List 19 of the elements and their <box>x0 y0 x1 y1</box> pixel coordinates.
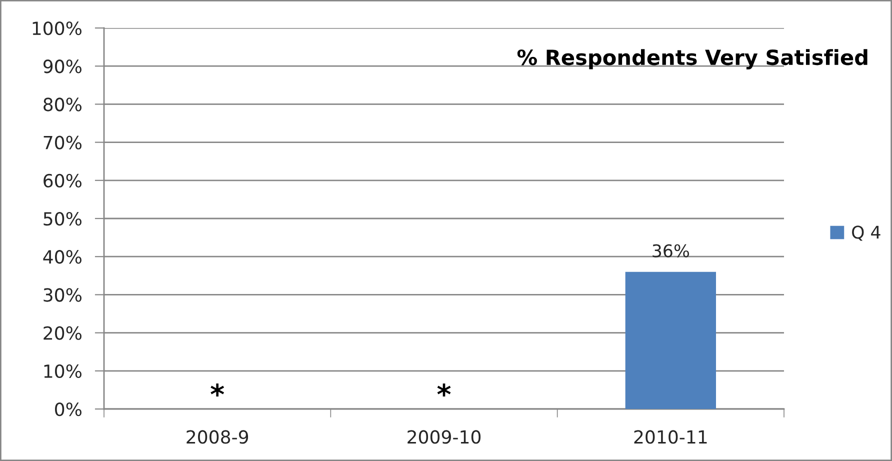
data-label: 36% <box>652 244 689 258</box>
text: % Respondents Very Satisfied <box>517 49 868 70</box>
legend-label: Q 4 <box>852 226 880 241</box>
x-tick-label: 2009-10 <box>408 430 481 444</box>
y-tick-label: 20% <box>44 326 82 340</box>
y-tick-label: 100% <box>32 21 82 36</box>
y-tick-label: 80% <box>44 98 82 112</box>
y-tick-label: 90% <box>43 60 82 74</box>
y-tick-label: 70% <box>44 136 82 150</box>
x-tick-label: 2008-9 <box>186 430 248 444</box>
y-tick-label: 30% <box>44 288 82 302</box>
y-tick-label: 0% <box>55 402 82 416</box>
y-tick-label: 10% <box>44 364 82 378</box>
y-tick-label: 60% <box>44 174 82 188</box>
annotation: * <box>210 384 224 396</box>
y-tick-label: 40% <box>43 250 82 264</box>
annotation: * <box>437 384 451 396</box>
x-tick-label: 2010-11 <box>634 430 707 444</box>
y-tick-label: 50% <box>44 212 82 226</box>
